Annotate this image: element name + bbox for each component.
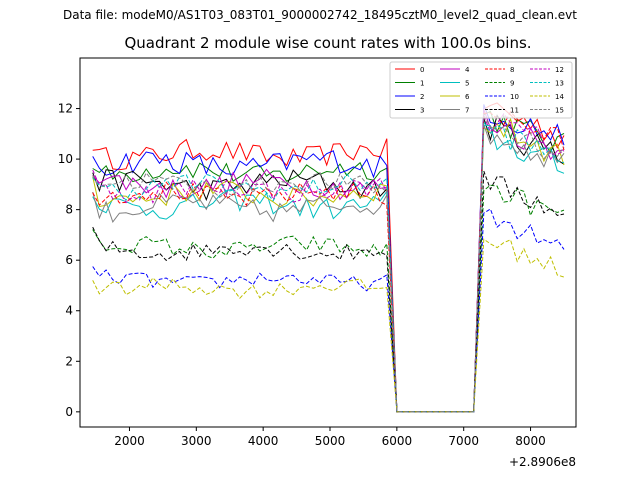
- legend-label-3: 3: [420, 107, 424, 115]
- legend-label-4: 4: [465, 66, 470, 74]
- legend-label-1: 1: [420, 80, 424, 88]
- series-line-8: [92, 110, 565, 413]
- legend-label-11: 11: [510, 107, 519, 115]
- y-tick-label: 6: [65, 253, 73, 267]
- x-tick-label: 8000: [515, 434, 546, 448]
- y-tick-label: 4: [65, 304, 73, 318]
- legend-label-9: 9: [510, 80, 514, 88]
- series-line-14: [92, 238, 565, 413]
- series-line-0: [92, 102, 565, 413]
- series-line-9: [92, 184, 565, 413]
- legend-label-15: 15: [555, 107, 564, 115]
- x-tick-label: 2000: [114, 434, 145, 448]
- series-line-10: [92, 208, 565, 413]
- legend-label-12: 12: [555, 66, 564, 74]
- legend-label-14: 14: [555, 93, 564, 101]
- y-tick-label: 12: [58, 102, 73, 116]
- series-line-7: [92, 124, 565, 413]
- x-tick-label: 7000: [448, 434, 479, 448]
- legend-label-13: 13: [555, 80, 564, 88]
- legend-label-2: 2: [420, 93, 424, 101]
- x-tick-label: 3000: [181, 434, 212, 448]
- x-tick-label: 6000: [382, 434, 413, 448]
- legend-label-6: 6: [465, 93, 470, 101]
- legend-label-0: 0: [420, 66, 424, 74]
- series-line-12: [92, 112, 565, 413]
- series-line-1: [92, 110, 565, 413]
- legend-box: [389, 61, 573, 119]
- figure-suptitle: Data file: modeM0/AS1T03_083T01_90000027…: [63, 8, 577, 22]
- plot-frame: [79, 57, 577, 428]
- y-tick-label: 0: [65, 405, 73, 419]
- series-line-6: [92, 117, 565, 413]
- series-line-5: [92, 125, 565, 413]
- x-tick-label: 5000: [315, 434, 346, 448]
- legend-label-7: 7: [465, 107, 469, 115]
- series-line-11: [92, 170, 565, 413]
- y-tick-label: 10: [58, 152, 73, 166]
- series-line-13: [92, 119, 565, 413]
- legend-label-10: 10: [510, 93, 519, 101]
- series-line-2: [92, 104, 565, 413]
- legend-label-8: 8: [510, 66, 514, 74]
- legend-label-5: 5: [465, 80, 469, 88]
- y-tick-label: 8: [65, 203, 73, 217]
- x-offset-label: +2.8906e8: [509, 455, 576, 469]
- chart-title: Quadrant 2 module wise count rates with …: [124, 34, 532, 52]
- y-tick-label: 2: [65, 354, 73, 368]
- series-line-4: [92, 109, 565, 413]
- series-line-15: [92, 113, 565, 413]
- x-tick-label: 4000: [248, 434, 279, 448]
